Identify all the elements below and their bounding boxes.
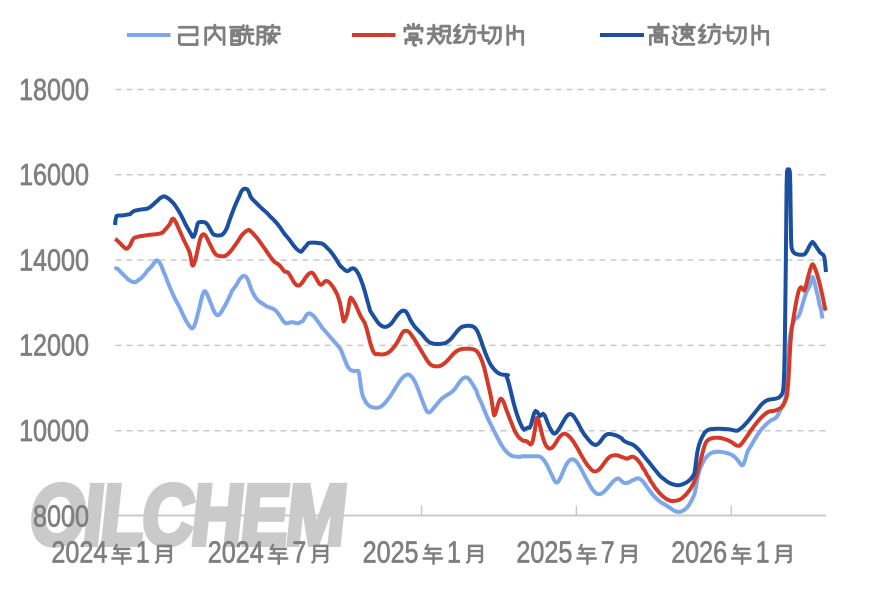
svg-text:2026: 2026 [671, 535, 727, 569]
svg-text:1: 1 [447, 535, 461, 569]
svg-text:10000: 10000 [19, 414, 89, 448]
svg-text:7: 7 [601, 535, 615, 569]
svg-text:1: 1 [136, 535, 150, 569]
svg-text:14000: 14000 [19, 243, 89, 277]
svg-text:7: 7 [292, 535, 306, 569]
svg-text:8000: 8000 [33, 499, 89, 533]
svg-text:1: 1 [756, 535, 770, 569]
svg-text:12000: 12000 [19, 328, 89, 362]
svg-text:2024: 2024 [208, 535, 264, 569]
svg-text:16000: 16000 [19, 158, 89, 192]
svg-text:2024: 2024 [51, 535, 107, 569]
svg-text:18000: 18000 [19, 73, 89, 107]
svg-text:2025: 2025 [516, 535, 572, 569]
svg-text:2025: 2025 [363, 535, 419, 569]
